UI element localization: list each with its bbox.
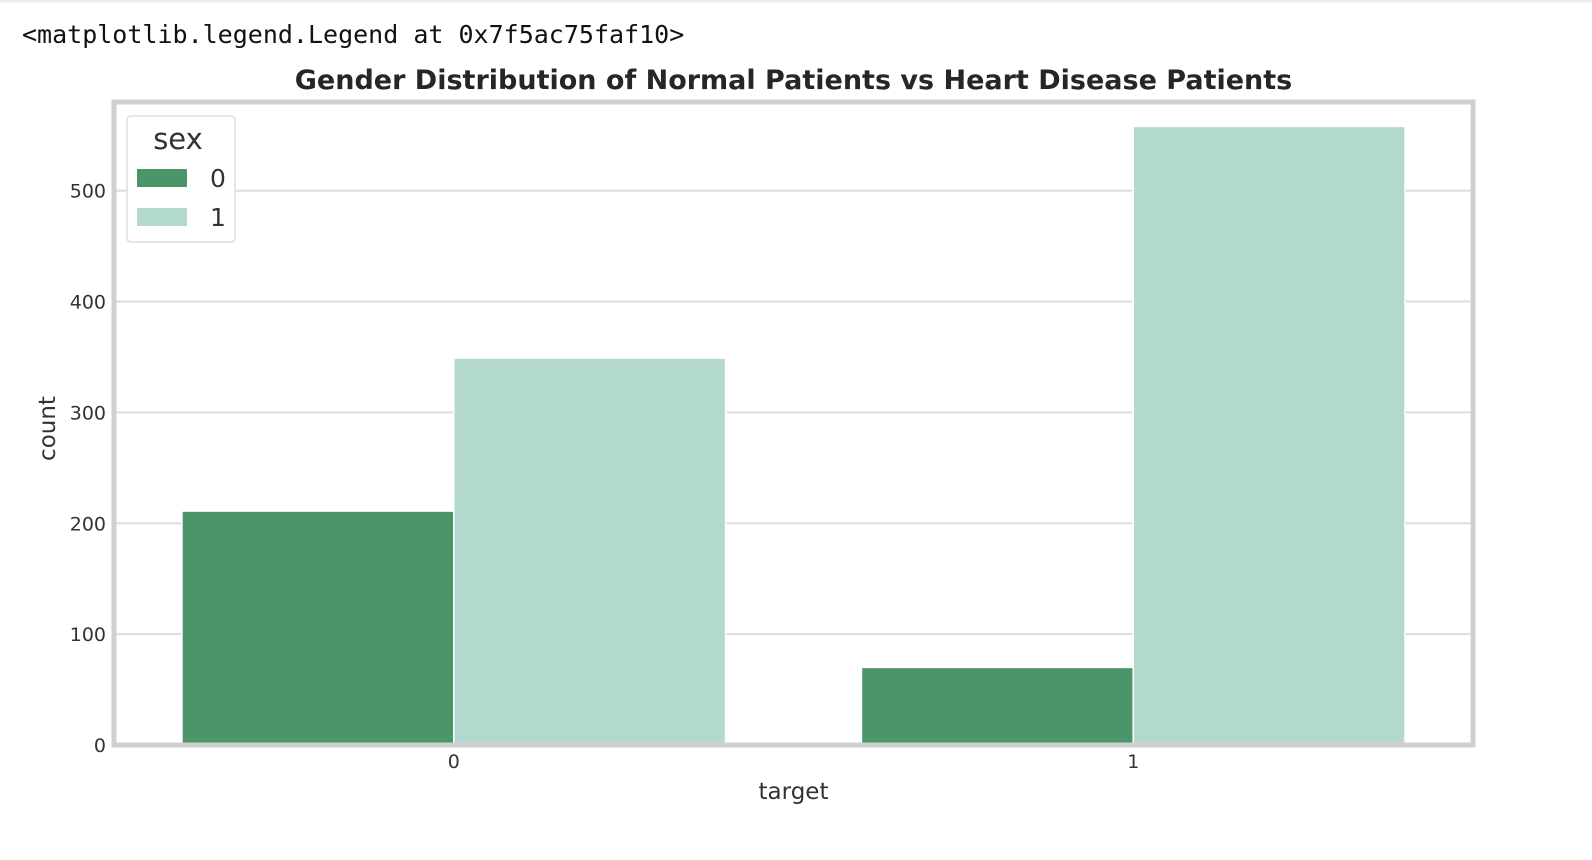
x-axis-label: target <box>759 779 829 805</box>
chart-title: Gender Distribution of Normal Patients v… <box>295 65 1293 96</box>
legend-swatch-0 <box>137 169 187 187</box>
y-tick-label: 400 <box>70 292 106 314</box>
bar-sex-0-target-1 <box>860 666 1134 746</box>
y-tick-label: 0 <box>94 735 106 757</box>
cell-output-text: <matplotlib.legend.Legend at 0x7f5ac75fa… <box>22 20 685 49</box>
bar-sex-1-target-0 <box>453 357 727 746</box>
y-tick-label: 200 <box>70 513 106 535</box>
legend-title: sex <box>153 122 203 156</box>
cell-divider <box>0 0 1592 3</box>
legend-label-0: 0 <box>210 164 226 193</box>
legend: sex 0 1 <box>126 115 236 243</box>
bars <box>181 125 1406 746</box>
y-tick-label: 100 <box>70 624 106 646</box>
y-tick-label: 500 <box>70 181 106 203</box>
x-tick-label: 0 <box>448 751 460 773</box>
y-tick-label: 300 <box>70 402 106 424</box>
legend-label-1: 1 <box>210 203 226 232</box>
plot-frame <box>111 99 1476 748</box>
y-axis-label: count <box>35 396 61 461</box>
bar-sex-0-target-0 <box>181 510 455 746</box>
x-tick-label: 1 <box>1127 751 1139 773</box>
legend-swatch-1 <box>137 208 187 226</box>
y-ticks: 0 100 200 300 400 500 <box>70 181 106 757</box>
bar-sex-1-target-1 <box>1132 125 1406 746</box>
